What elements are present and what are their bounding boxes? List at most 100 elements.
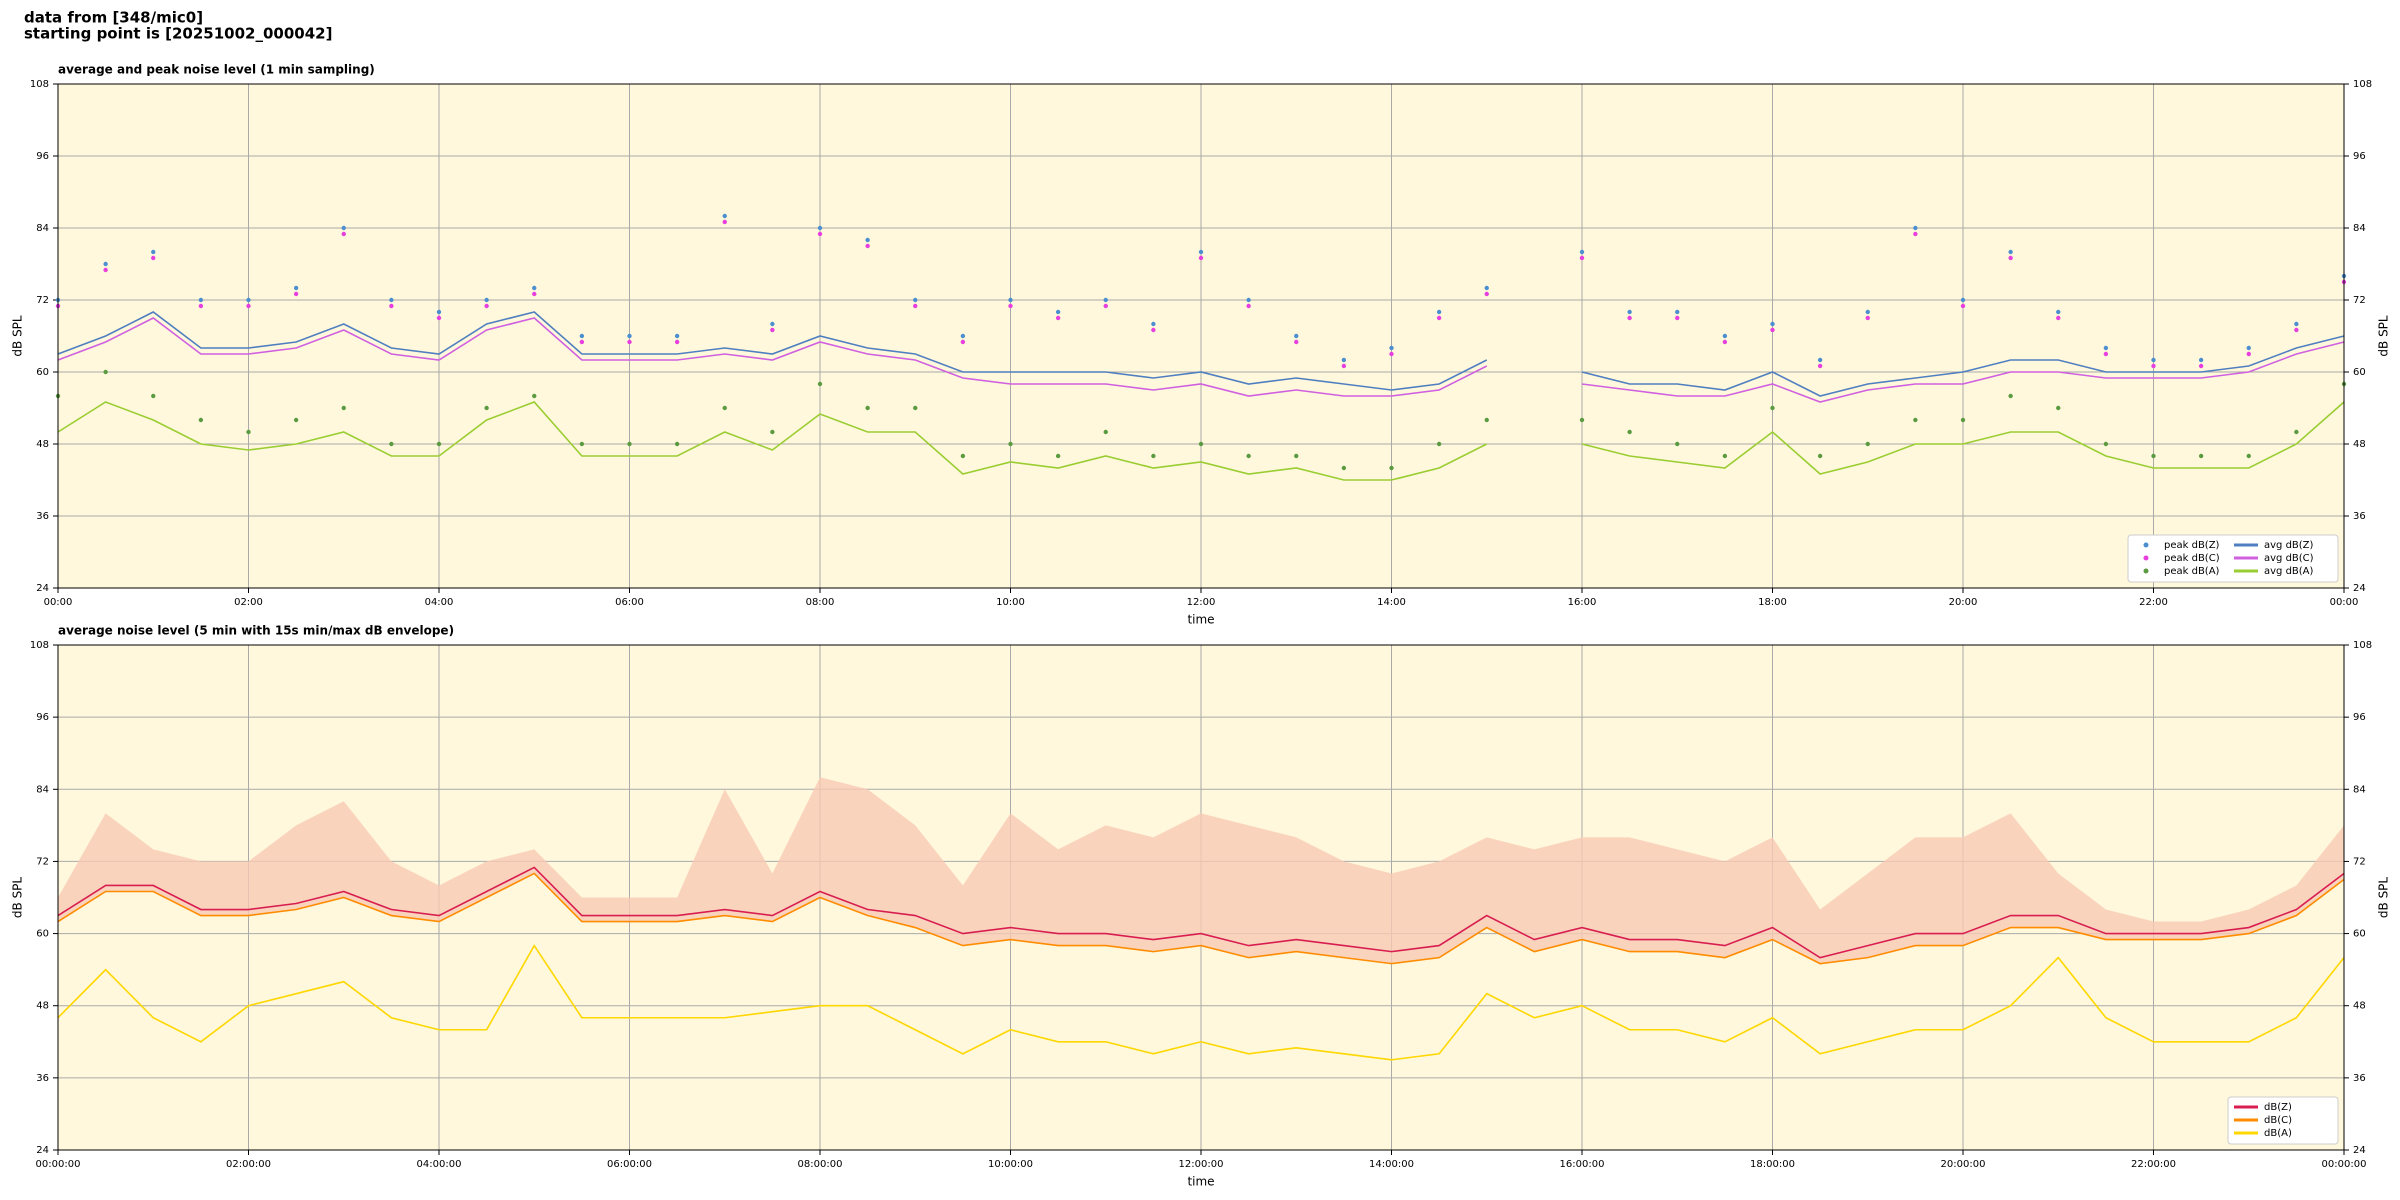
peak-point — [484, 405, 489, 411]
peak-point — [1770, 405, 1775, 411]
peak-point — [1960, 303, 1966, 309]
x-tick-label: 14:00 — [1377, 597, 1406, 608]
y-tick-label: 108 — [2353, 79, 2372, 90]
peak-point — [1055, 315, 1061, 321]
legend-label: peak dB(C) — [2164, 553, 2220, 564]
peak-point — [1484, 417, 1489, 423]
x-tick-label: 00:00:00 — [2322, 1159, 2367, 1170]
peak-point — [2246, 453, 2251, 459]
peak-point — [1913, 225, 1918, 231]
y-tick-label: 60 — [36, 929, 49, 940]
peak-point — [865, 243, 870, 249]
peak-point — [1579, 249, 1585, 255]
series-line — [1581, 341, 2345, 403]
peak-point — [1913, 231, 1918, 237]
peak-point — [246, 303, 251, 309]
y-tick-label: 72 — [2353, 856, 2366, 867]
peak-point — [2008, 255, 2013, 261]
peak-point — [1579, 255, 1585, 261]
peak-point — [1436, 441, 1442, 447]
peak-point — [1055, 309, 1061, 315]
peak-point — [532, 285, 537, 291]
peak-point — [103, 369, 108, 375]
x-tick-label: 00:00:00 — [36, 1159, 81, 1170]
peak-point — [674, 339, 680, 345]
peak-point — [1294, 339, 1299, 345]
peak-point — [1436, 315, 1442, 321]
peak-point — [770, 321, 775, 327]
y-tick-label: 96 — [36, 151, 49, 162]
peak-point — [2056, 315, 2061, 321]
y-tick-label: 72 — [36, 856, 49, 867]
peak-point — [770, 327, 775, 333]
peak-point — [341, 231, 346, 237]
y-tick-label: 60 — [2353, 367, 2366, 378]
legend-label: dB(C) — [2264, 1115, 2292, 1126]
legend-label: avg dB(A) — [2264, 566, 2314, 577]
x-tick-label: 18:00 — [1758, 597, 1787, 608]
peak-point — [1484, 285, 1489, 291]
peak-point — [103, 261, 108, 267]
x-tick-label: 02:00 — [234, 597, 263, 608]
y-tick-label: 24 — [36, 583, 49, 594]
peak-point — [198, 417, 204, 423]
legend-label: avg dB(Z) — [2264, 540, 2314, 551]
peak-point — [1103, 429, 1108, 435]
x-tick-label: 04:00 — [425, 597, 454, 608]
x-tick-label: 06:00 — [615, 597, 644, 608]
legend-label: dB(A) — [2264, 1128, 2292, 1139]
y-tick-label: 84 — [2353, 223, 2366, 234]
peak-point — [1151, 453, 1156, 459]
series-line — [57, 317, 1488, 397]
x-tick-label: 08:00 — [806, 597, 835, 608]
x-tick-label: 10:00 — [996, 597, 1025, 608]
peak-point — [1675, 315, 1680, 321]
peak-point — [436, 309, 442, 315]
peak-point — [2103, 351, 2109, 357]
y-axis-label: dB SPL — [11, 877, 25, 919]
peak-point — [293, 291, 299, 297]
peak-point — [293, 417, 299, 423]
peak-point — [817, 381, 823, 387]
peak-point — [2246, 345, 2251, 351]
peak-point — [1770, 327, 1775, 333]
y-tick-label: 84 — [36, 784, 49, 795]
y-tick-label: 48 — [2353, 1001, 2366, 1012]
peak-point — [1008, 303, 1013, 309]
peak-point — [1008, 297, 1013, 303]
x-tick-label: 16:00:00 — [1560, 1159, 1605, 1170]
legend-label: peak dB(Z) — [2164, 540, 2220, 551]
y-axis-label: dB SPL — [2377, 315, 2391, 357]
x-tick-label: 00:00 — [44, 597, 73, 608]
y-tick-label: 84 — [36, 223, 49, 234]
peak-point — [627, 339, 632, 345]
y-tick-label: 48 — [36, 1001, 49, 1012]
peak-point — [960, 339, 966, 345]
x-tick-label: 12:00:00 — [1179, 1159, 1224, 1170]
x-tick-label: 00:00 — [2330, 597, 2359, 608]
y-tick-label: 48 — [2353, 439, 2366, 450]
peak-point — [1627, 315, 1632, 321]
chart-title: average and peak noise level (1 min samp… — [58, 63, 375, 77]
peak-point — [960, 333, 966, 339]
peak-point — [389, 303, 394, 309]
y-tick-label: 36 — [2353, 511, 2366, 522]
y-tick-label: 72 — [36, 295, 49, 306]
peak-point — [1817, 453, 1823, 459]
peak-point — [1341, 363, 1347, 369]
peak-point — [1246, 297, 1251, 303]
peak-point — [151, 393, 156, 399]
legend-label: dB(Z) — [2264, 1102, 2292, 1113]
series-line — [57, 311, 1488, 391]
peak-point — [2056, 309, 2061, 315]
legend-marker — [2143, 568, 2149, 574]
x-tick-label: 22:00 — [2139, 597, 2168, 608]
x-tick-label: 12:00 — [1187, 597, 1216, 608]
peak-point — [1627, 429, 1632, 435]
y-tick-label: 60 — [36, 367, 49, 378]
y-tick-label: 108 — [2353, 640, 2372, 651]
peak-point — [341, 405, 346, 411]
peak-point — [151, 255, 156, 261]
series-line — [1581, 401, 2345, 475]
